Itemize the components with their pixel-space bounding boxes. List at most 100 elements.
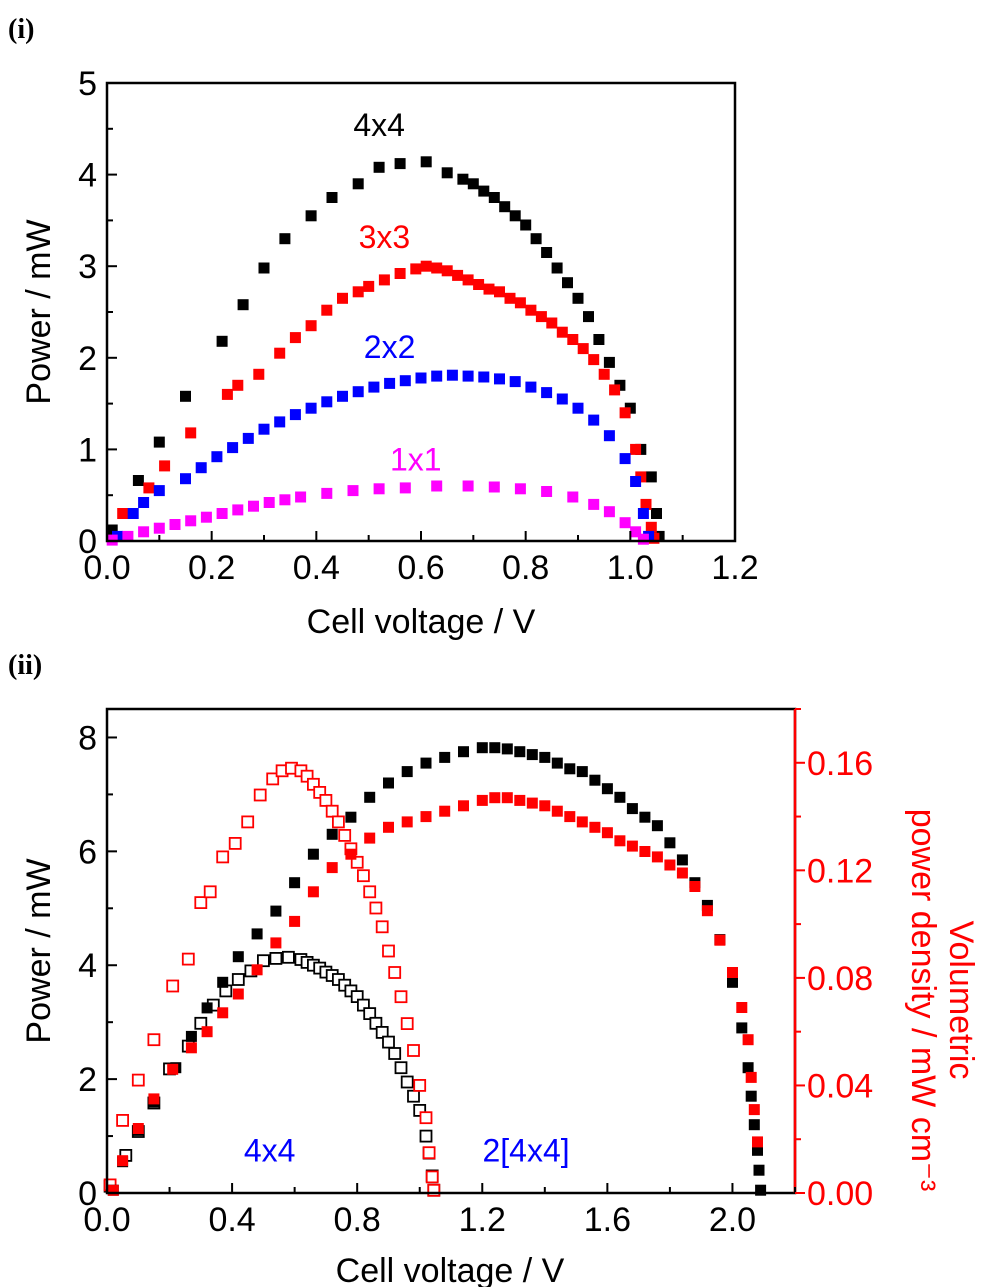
panel-ii-point-2-4x4-volumetric-power-density xyxy=(167,1063,179,1075)
panel-i-point-2x2 xyxy=(462,370,474,382)
panel-i-point-3x3 xyxy=(483,283,495,295)
panel-ii-point-2-4x4-power xyxy=(232,951,244,963)
panel-ii-point-2-4x4-power xyxy=(526,749,538,761)
panel-ii-point-2-4x4-volumetric-power-density xyxy=(132,1123,144,1134)
panel-i-point-1x1 xyxy=(541,486,553,497)
panel-ii-point-2-4x4-power xyxy=(614,791,626,803)
panel-ii-series-2-4x4-power xyxy=(107,742,767,1196)
panel-ii-point-4x4-volumetric-power-density xyxy=(388,966,402,979)
panel-ii-ticks: 0.0 0.4 0.8 1.2 1.6 2.0 0 2 4 6 8 0.00 0.04 0.08 0.12 0… xyxy=(78,708,873,1239)
panel-i-point-1x1 xyxy=(279,494,291,506)
panel-i-point-2x2 xyxy=(258,423,270,435)
panel-i-x-tick-label: 0.6 xyxy=(397,549,444,587)
panel-ii-point-2-4x4-power xyxy=(401,766,413,778)
panel-label-i: (i) xyxy=(8,14,34,45)
panel-ii-y-axis-title: Power / mW xyxy=(20,858,58,1043)
panel-i-series-label-1x1: 1x1 xyxy=(390,441,442,477)
panel-ii-point-2-4x4-power xyxy=(748,1119,760,1131)
panel-ii-point-2-4x4-power xyxy=(539,751,551,763)
panel-i-point-1x1 xyxy=(637,533,649,545)
panel-i-x-tick-label: 0.8 xyxy=(502,549,549,587)
panel-ii-point-4x4-power xyxy=(256,954,270,968)
panel-i-point-2x2 xyxy=(305,402,317,414)
panel-ii-point-2-4x4-power xyxy=(270,905,282,917)
chart-panel-ii: (ii) 4x4 2[4x4] 0.0 0.4 0.8 1.2 1.6 2.0024680.… xyxy=(8,650,980,1287)
panel-ii-point-4x4-power xyxy=(400,1075,414,1089)
panel-ii-point-2-4x4-power xyxy=(576,766,588,778)
panel-i-point-3x3 xyxy=(577,343,589,355)
panel-ii-point-2-4x4-power xyxy=(251,928,263,940)
panel-i-point-4x4 xyxy=(645,471,657,483)
panel-i-point-3x3 xyxy=(117,508,129,519)
panel-i-point-4x4 xyxy=(106,524,118,536)
panel-i-point-2x2 xyxy=(630,476,642,487)
panel-i-point-1x1 xyxy=(619,517,631,529)
panel-ii-point-2-4x4-volumetric-power-density xyxy=(742,1034,754,1046)
panel-ii-point-2-4x4-volumetric-power-density xyxy=(326,862,338,874)
panel-i-point-2x2 xyxy=(541,387,553,399)
panel-ii-point-2-4x4-volumetric-power-density xyxy=(752,1136,763,1148)
panel-ii-point-2-4x4-power xyxy=(439,751,451,763)
panel-ii-point-2-4x4-volumetric-power-density xyxy=(551,805,563,817)
panel-ii-point-2-4x4-volumetric-power-density xyxy=(689,881,701,892)
panel-ii-point-2-4x4-volumetric-power-density xyxy=(476,794,488,806)
panel-i-point-3x3 xyxy=(567,334,579,345)
panel-ii-point-2-4x4-power xyxy=(501,743,513,755)
panel-i-point-1x1 xyxy=(347,485,359,497)
panel-ii-point-2-4x4-power xyxy=(752,1144,763,1156)
panel-ii-point-4x4-volumetric-power-density xyxy=(338,829,352,842)
panel-ii-point-4x4-power xyxy=(407,1089,420,1103)
panel-ii-point-4x4-volumetric-power-density xyxy=(350,855,364,869)
panel-ii-point-2-4x4-power xyxy=(326,828,338,840)
chart-panel-i: (i) 4x4 3x3 2x2 1x1 0.0 0.2 0.4 0.6 0.8 1.0 1.2 0 1… xyxy=(8,14,759,641)
panel-ii-point-2-4x4-power xyxy=(742,1062,754,1074)
panel-ii-point-4x4-volumetric-power-density xyxy=(181,952,195,966)
panel-ii-point-2-4x4-power xyxy=(601,783,613,795)
panel-i-point-3x3 xyxy=(645,521,657,533)
panel-i-point-3x3 xyxy=(452,269,464,281)
panel-ii-point-4x4-power xyxy=(281,950,295,964)
panel-i-marks: 4x4 3x3 2x2 1x1 xyxy=(106,107,665,546)
panel-ii-y-tick-label: 8 xyxy=(78,719,97,757)
panel-i-point-2x2 xyxy=(509,376,521,388)
panel-ii-point-4x4-volumetric-power-density xyxy=(253,788,267,802)
panel-i-point-3x3 xyxy=(410,263,422,275)
panel-i-x-axis-title: Cell voltage / V xyxy=(307,603,536,641)
panel-ii-point-2-4x4-volumetric-power-density xyxy=(676,867,688,879)
panel-i-point-4x4 xyxy=(551,262,563,274)
panel-i-point-4x4 xyxy=(520,219,532,231)
panel-i-point-2x2 xyxy=(274,416,286,428)
panel-i-point-2x2 xyxy=(446,369,458,381)
panel-ii-point-2-4x4-power xyxy=(745,1090,757,1102)
panel-ii-point-4x4-volumetric-power-density xyxy=(228,837,242,850)
panel-ii-point-2-4x4-power xyxy=(476,742,488,754)
panel-i-point-4x4 xyxy=(180,390,191,402)
panel-ii-point-4x4-power xyxy=(231,973,245,986)
panel-i-point-3x3 xyxy=(462,274,474,286)
panel-i-x-tick-label: 0.4 xyxy=(293,549,340,587)
panel-ii-point-2-4x4-power xyxy=(755,1184,767,1196)
panel-ii-point-2-4x4-volumetric-power-density xyxy=(736,1002,748,1013)
panel-ii-point-2-4x4-power xyxy=(753,1164,765,1176)
panel-i-point-3x3 xyxy=(253,368,265,380)
panel-i-point-1x1 xyxy=(431,480,443,492)
panel-ii-point-4x4-volumetric-power-density xyxy=(266,772,280,786)
panel-ii-point-4x4-volumetric-power-density xyxy=(400,1017,414,1030)
panel-i-point-4x4 xyxy=(651,508,662,519)
panel-i-point-1x1 xyxy=(462,480,474,492)
panel-i-point-3x3 xyxy=(494,286,505,298)
panel-ii-point-4x4-volumetric-power-density xyxy=(422,1146,436,1160)
panel-ii-x-tick-label: 2.0 xyxy=(709,1201,756,1239)
panel-ii-point-2-4x4-power xyxy=(676,854,688,866)
panel-ii-point-2-4x4-volumetric-power-density xyxy=(601,827,613,839)
panel-i-point-3x3 xyxy=(159,460,171,472)
panel-ii-point-2-4x4-power xyxy=(626,803,638,815)
panel-ii-y-tick-label: 4 xyxy=(78,947,97,985)
panel-ii-point-4x4-volumetric-power-density xyxy=(375,920,389,934)
panel-i-point-1x1 xyxy=(263,497,275,508)
panel-ii-point-4x4-volumetric-power-density xyxy=(116,1114,129,1127)
panel-i-point-1x1 xyxy=(295,491,307,503)
panel-i-point-4x4 xyxy=(258,262,270,274)
panel-ii-point-4x4-power xyxy=(394,1061,408,1075)
